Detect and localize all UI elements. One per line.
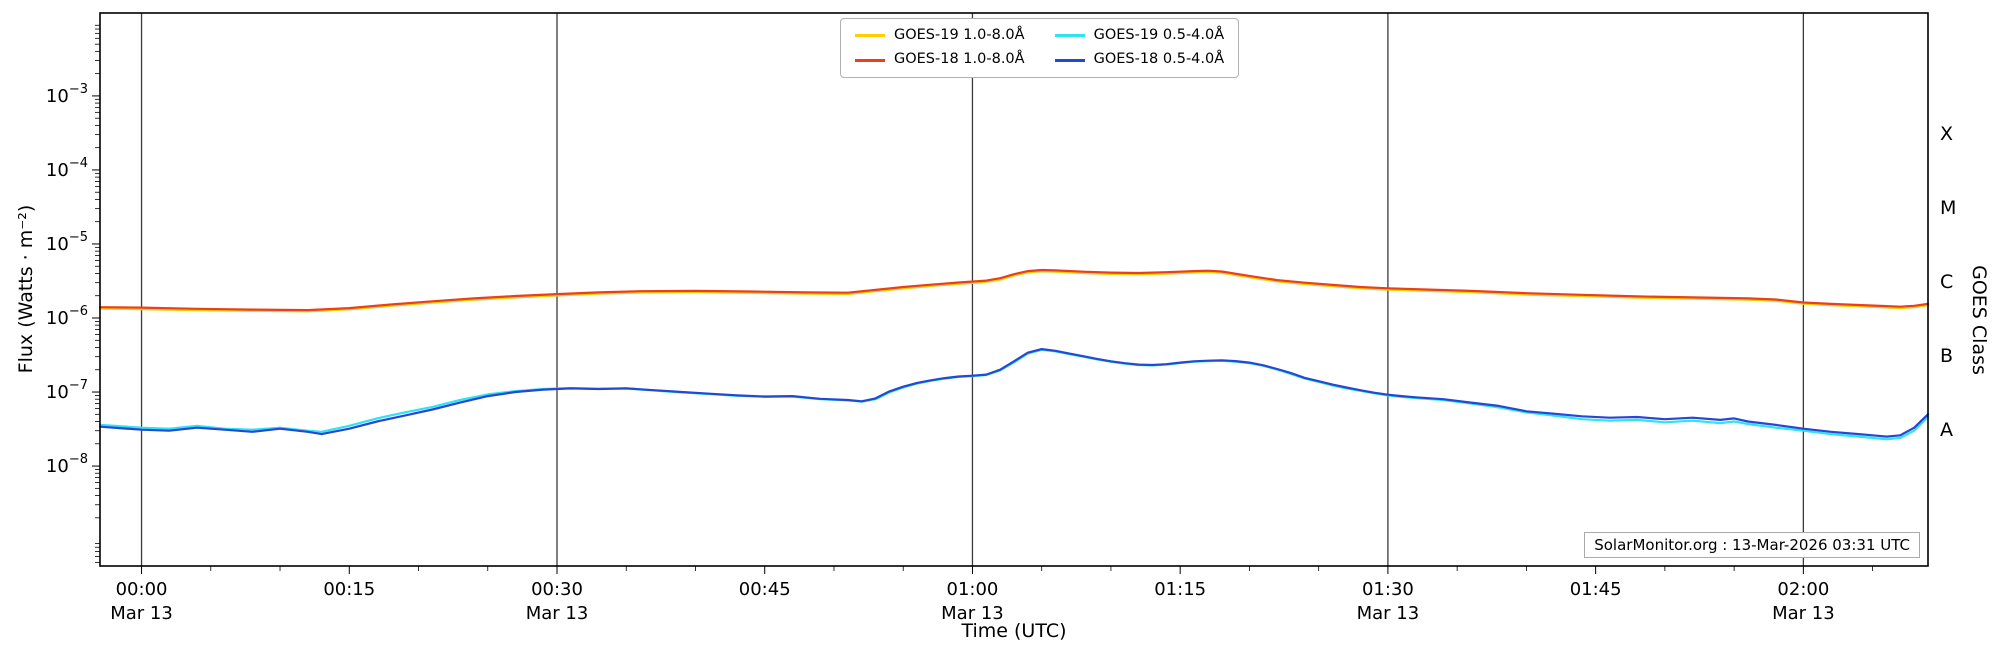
legend-item-goes19-short: GOES-19 0.5-4.0Å <box>1054 27 1225 44</box>
legend-item-goes19-long: GOES-19 1.0-8.0Å <box>855 27 1025 44</box>
legend-label-goes18-long: GOES-18 1.0-8.0Å <box>894 51 1025 68</box>
x-tick-sublabel: Mar 13 <box>110 603 173 624</box>
x-tick-sublabel: Mar 13 <box>941 603 1004 624</box>
x-tick-label: 00:15 <box>323 579 375 600</box>
x-tick-label: 00:00 <box>116 579 168 600</box>
legend-swatch-goes19-long <box>855 34 885 38</box>
series-line-3 <box>98 348 1930 438</box>
goes-class-label-c: C <box>1940 271 1953 293</box>
plot-frame <box>99 12 1929 567</box>
x-tick-label: 00:45 <box>739 579 791 600</box>
y-tick-label: 10−3 <box>46 82 88 107</box>
goes-class-label-m: M <box>1940 197 1956 219</box>
y-axis-label-goes-class: GOES Class <box>1968 265 1990 375</box>
legend-swatch-goes19-short <box>1054 34 1085 38</box>
y-tick-label: 10−4 <box>46 156 88 181</box>
legend-swatch-goes18-long <box>855 58 885 62</box>
legend-item-goes18-long: GOES-18 1.0-8.0Å <box>855 51 1025 68</box>
legend-label-goes19-short: GOES-19 0.5-4.0Å <box>1093 27 1225 43</box>
series-line-0 <box>98 270 1930 313</box>
watermark-solarmonitor: SolarMonitor.org : 13-Mar-2026 03:31 UTC <box>1584 532 1920 558</box>
x-tick-sublabel: Mar 13 <box>1357 603 1420 624</box>
goes-class-label-x: X <box>1940 123 1953 145</box>
x-tick-label: 01:00 <box>947 579 999 600</box>
x-tick-label: 00:30 <box>531 579 583 600</box>
y-tick-label: 10−6 <box>46 304 88 329</box>
x-tick-label: 01:15 <box>1154 579 1206 600</box>
y-tick-label: 10−5 <box>46 230 88 255</box>
y-tick-label: 10−8 <box>46 452 88 477</box>
legend-label-goes18-short: GOES-18 0.5-4.0Å <box>1093 51 1225 68</box>
x-tick-sublabel: Mar 13 <box>526 603 589 624</box>
y-axis-label-flux: Flux (Watts · m⁻²) <box>15 204 37 374</box>
x-tick-label: 01:45 <box>1570 579 1622 600</box>
y-tick-label: 10−7 <box>46 378 88 403</box>
goes-class-label-a: A <box>1940 419 1953 441</box>
legend-swatch-goes18-short <box>1054 58 1085 62</box>
legend-item-goes18-short: GOES-18 0.5-4.0Å <box>1054 51 1225 68</box>
series-line-1 <box>98 268 1930 312</box>
x-tick-label: 01:30 <box>1362 579 1414 600</box>
series-line-2 <box>98 348 1930 441</box>
x-tick-label: 02:00 <box>1777 579 1829 600</box>
x-axis-label-time: Time (UTC) <box>961 620 1067 642</box>
legend: GOES-19 1.0-8.0Å GOES-18 1.0-8.0Å GOES-1… <box>840 18 1240 78</box>
x-tick-sublabel: Mar 13 <box>1772 603 1835 624</box>
goes-class-label-b: B <box>1940 345 1953 367</box>
legend-label-goes19-long: GOES-19 1.0-8.0Å <box>894 27 1025 43</box>
